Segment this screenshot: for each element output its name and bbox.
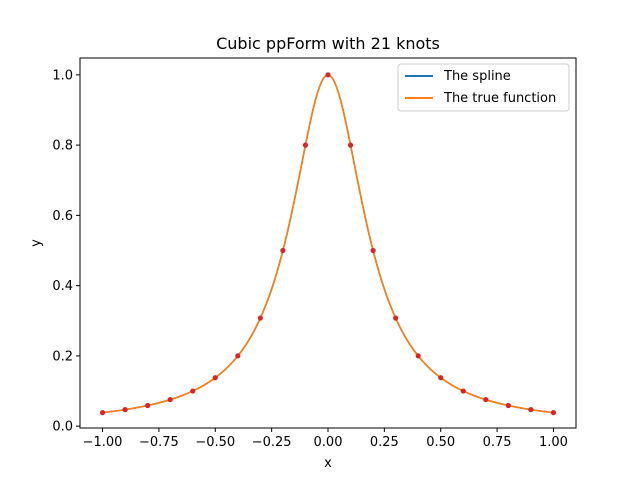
knot-point xyxy=(438,375,444,381)
y-tick-label: 0.8 xyxy=(52,139,73,154)
x-tick-label: −0.25 xyxy=(252,435,292,450)
knot-point xyxy=(302,142,309,148)
y-tick-label: 0.6 xyxy=(52,209,73,224)
knot-point xyxy=(99,410,106,416)
y-axis-label: y xyxy=(29,239,44,247)
knot-point xyxy=(145,402,151,409)
knot-point xyxy=(505,402,511,409)
knot-point xyxy=(235,353,241,359)
x-tick-label: −0.75 xyxy=(139,435,179,450)
knot-point xyxy=(370,247,376,254)
knot-point xyxy=(325,72,331,78)
knot-point xyxy=(212,375,218,381)
knot-point xyxy=(528,407,534,413)
knot-point xyxy=(550,410,557,416)
knot-point xyxy=(190,388,196,394)
legend-label-true-function: The true function xyxy=(443,91,556,106)
legend: The spline The true function xyxy=(397,63,570,112)
legend-box xyxy=(397,63,570,112)
x-tick-label: 0.25 xyxy=(370,435,399,450)
chart-title: Cubic ppForm with 21 knots xyxy=(216,34,440,53)
plot-area xyxy=(99,72,557,416)
knot-point xyxy=(280,247,286,254)
y-tick-label: 0.4 xyxy=(52,279,73,294)
knot-point xyxy=(393,315,399,321)
knot-point xyxy=(257,315,263,321)
knot-point xyxy=(347,142,354,148)
knot-point xyxy=(122,407,128,413)
x-axis: −1.00 −0.75 −0.50 −0.25 0.00 0.25 0.50 0.75 1.00 xyxy=(83,428,568,450)
y-tick-label: 1.0 xyxy=(52,68,73,83)
y-tick-label: 0.2 xyxy=(52,349,73,364)
x-tick-label: −1.00 xyxy=(83,435,123,450)
knot-point xyxy=(483,397,489,403)
x-tick-label: 1.00 xyxy=(539,435,568,450)
y-tick-label: 0.0 xyxy=(52,420,73,435)
legend-label-spline: The spline xyxy=(443,69,511,84)
x-tick-label: −0.50 xyxy=(195,435,235,450)
x-tick-label: 0.75 xyxy=(483,435,512,450)
x-tick-label: 0.00 xyxy=(314,435,343,450)
x-tick-label: 0.50 xyxy=(426,435,455,450)
knot-point xyxy=(167,397,173,403)
knot-point xyxy=(415,353,421,359)
knot-point xyxy=(460,388,466,394)
y-axis: 0.0 0.2 0.4 0.6 0.8 1.0 xyxy=(52,68,80,435)
x-axis-label: x xyxy=(324,456,332,471)
